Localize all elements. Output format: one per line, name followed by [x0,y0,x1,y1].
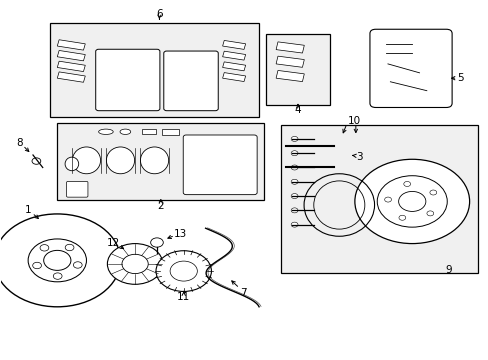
Ellipse shape [65,157,79,171]
Circle shape [384,197,391,202]
Circle shape [290,151,297,156]
Circle shape [122,254,148,274]
Text: 4: 4 [294,105,301,115]
Circle shape [290,136,297,141]
Bar [281,125,477,273]
FancyBboxPatch shape [369,29,451,108]
Circle shape [376,176,447,227]
Bar [276,42,304,53]
Ellipse shape [99,129,113,134]
Circle shape [53,273,62,279]
FancyBboxPatch shape [163,51,218,111]
Text: 9: 9 [445,265,451,275]
Circle shape [426,211,433,216]
Text: 1: 1 [25,205,31,215]
Bar [276,71,304,82]
Circle shape [290,208,297,213]
Circle shape [290,194,297,199]
Text: 12: 12 [106,238,120,248]
Text: 7: 7 [239,288,246,297]
FancyBboxPatch shape [96,49,160,111]
Text: 3: 3 [356,152,362,162]
Bar [142,129,156,134]
Circle shape [398,192,425,211]
Circle shape [73,262,82,268]
Circle shape [429,190,436,195]
Bar [57,50,85,61]
Bar [162,129,179,135]
Bar [334,143,347,149]
Circle shape [156,251,211,292]
FancyBboxPatch shape [66,181,88,197]
Ellipse shape [72,147,101,174]
FancyBboxPatch shape [183,135,257,195]
Bar [266,33,329,105]
Bar [222,62,245,71]
Ellipse shape [120,129,130,134]
Circle shape [290,179,297,184]
Circle shape [398,215,405,220]
Circle shape [150,238,163,247]
Circle shape [290,165,297,170]
Bar [57,72,85,82]
Bar [222,73,245,81]
Circle shape [290,222,297,227]
Text: 8: 8 [17,138,23,148]
Text: 5: 5 [457,73,463,83]
Circle shape [43,250,71,270]
Bar [222,51,245,60]
Bar [57,40,85,50]
Bar [276,56,304,67]
Bar [222,40,245,49]
Text: 13: 13 [173,229,186,239]
Bar [50,23,259,117]
Bar [334,164,347,171]
Circle shape [170,261,197,281]
Text: 2: 2 [157,201,164,211]
Bar [57,123,264,200]
Circle shape [403,181,410,186]
Circle shape [32,158,41,164]
Circle shape [33,262,41,269]
Text: 6: 6 [156,9,163,19]
Ellipse shape [140,147,168,174]
Bar [57,61,85,72]
Circle shape [0,214,120,307]
Circle shape [354,159,468,244]
Circle shape [107,244,163,284]
Text: 11: 11 [177,292,190,302]
Circle shape [40,244,49,251]
Text: 10: 10 [346,116,360,126]
Circle shape [28,239,86,282]
Circle shape [65,244,74,251]
Ellipse shape [106,147,134,174]
